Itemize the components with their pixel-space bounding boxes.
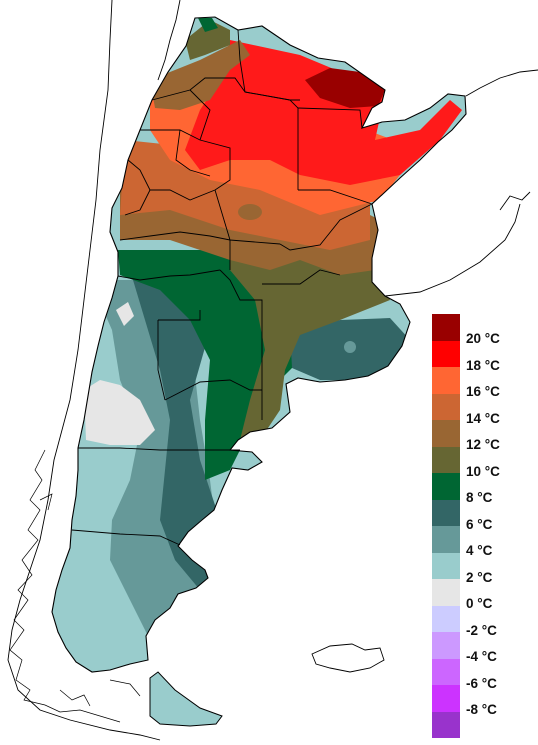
legend-label: 4 °C	[466, 543, 493, 558]
legend-item: 4 °C	[432, 526, 532, 558]
zone-4-6-spot	[344, 341, 356, 353]
zone-0-2	[84, 380, 155, 445]
legend-swatch	[432, 711, 460, 738]
legend-swatch	[432, 552, 460, 579]
legend-item: 8 °C	[432, 473, 532, 505]
legend-swatch	[432, 499, 460, 526]
legend-item: -4 °C	[432, 632, 532, 664]
zone-6-8	[130, 270, 230, 590]
legend-item: -8 °C	[432, 685, 532, 717]
legend-item	[432, 711, 532, 738]
legend-swatch	[432, 340, 460, 367]
legend-swatch	[432, 314, 460, 341]
country-outline	[51, 16, 467, 673]
legend-swatch	[432, 473, 460, 500]
zone-0-2-north	[116, 302, 134, 326]
legend-swatch	[432, 658, 460, 685]
legend-item: 16 °C	[432, 367, 532, 399]
legend-swatch	[432, 446, 460, 473]
province-borders	[71, 29, 373, 546]
legend-item: 20 °C	[432, 314, 532, 346]
legend-swatch	[432, 632, 460, 659]
legend-label: 12 °C	[466, 437, 500, 452]
legend-swatch	[432, 367, 460, 394]
legend-item: 18 °C	[432, 340, 532, 373]
zone-10-12	[230, 240, 390, 440]
legend-item: -2 °C	[432, 605, 532, 638]
legend-item: 14 °C	[432, 393, 532, 426]
zone-14-16	[120, 140, 370, 250]
legend-label: 2 °C	[466, 569, 493, 585]
legend-item: 2 °C	[432, 552, 532, 585]
legend-item: 6 °C	[432, 499, 532, 532]
fjord-coast	[9, 449, 141, 723]
legend-item: 12 °C	[432, 420, 532, 452]
legend-item: 0 °C	[432, 579, 532, 611]
zone-8-10-north	[198, 18, 218, 32]
legend-label: -8 °C	[466, 702, 497, 717]
zone-12-14-spot	[238, 204, 262, 220]
malvinas-islands	[311, 643, 385, 673]
legend-label: 14 °C	[466, 410, 500, 426]
zone-12-14-north	[150, 40, 250, 110]
legend-item: 10 °C	[432, 446, 532, 479]
legend-swatch	[432, 420, 460, 447]
legend-label: -4 °C	[466, 649, 497, 664]
legend-label: 18 °C	[466, 357, 500, 373]
legend-swatch	[432, 393, 460, 420]
legend-label: -2 °C	[466, 622, 497, 638]
zone-18-20	[185, 40, 462, 185]
legend-label: -6 °C	[466, 675, 497, 691]
legend-swatch	[432, 605, 460, 632]
legend-item: -6 °C	[432, 658, 532, 691]
tierra-del-fuego	[149, 671, 223, 727]
neighbor-coastline	[7, 0, 538, 741]
zone-10-12-north	[185, 20, 230, 60]
zone-8-10	[118, 250, 300, 480]
legend-swatch	[432, 526, 460, 553]
legend-label: 20 °C	[466, 331, 500, 346]
legend-swatch	[432, 579, 460, 606]
zone-above-20	[305, 68, 385, 108]
legend-label: 0 °C	[466, 596, 493, 611]
legend-label: 8 °C	[466, 490, 493, 505]
legend-label: 6 °C	[466, 516, 493, 532]
temperature-legend: 20 °C 18 °C 16 °C 14 °C 12 °C 10 °C 8 °C 6 °C 4 …	[432, 314, 532, 738]
legend-swatch	[432, 685, 460, 712]
legend-label: 16 °C	[466, 384, 500, 399]
legend-label: 10 °C	[466, 463, 500, 479]
